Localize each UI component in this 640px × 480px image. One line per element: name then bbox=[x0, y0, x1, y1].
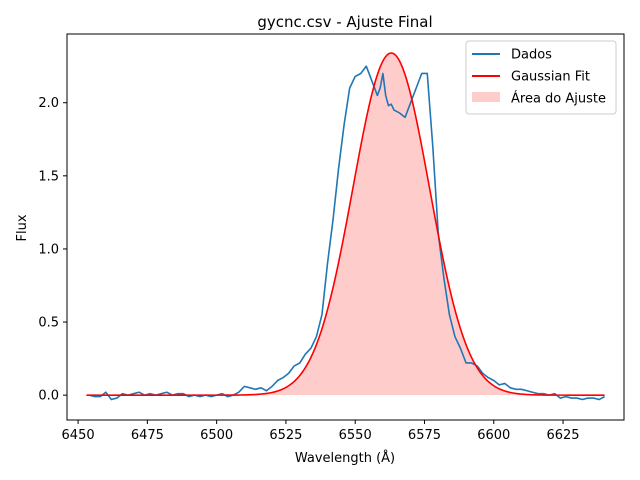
series-line-dados bbox=[88, 65, 605, 401]
x-tick-label: 6625 bbox=[546, 428, 579, 443]
series-line-gaussian-fit bbox=[86, 52, 605, 396]
x-tick-label: 6525 bbox=[269, 428, 302, 443]
y-tick-label: 1.0 bbox=[38, 242, 59, 257]
x-tick-label: 6450 bbox=[62, 428, 95, 443]
x-tick-label: 6500 bbox=[200, 428, 233, 443]
plot-frame bbox=[66, 33, 625, 421]
x-tick-label: 6600 bbox=[477, 428, 510, 443]
fit-area bbox=[86, 53, 605, 396]
x-axis-label: Wavelength (Å) bbox=[295, 450, 395, 466]
y-tick-label: 1.5 bbox=[38, 169, 59, 184]
x-tick-label: 6575 bbox=[408, 428, 441, 443]
y-tick-label: 2.0 bbox=[38, 96, 59, 111]
legend-label-fit-area: Área do Ajuste bbox=[511, 91, 606, 107]
legend-label-gaussian-fit: Gaussian Fit bbox=[511, 70, 590, 85]
y-tick-label: 0.5 bbox=[38, 316, 59, 331]
fit-area-layer bbox=[86, 53, 605, 396]
x-tick-label: 6550 bbox=[339, 428, 372, 443]
legend: Dados Gaussian Fit Área do Ajuste bbox=[465, 40, 617, 115]
legend-label-dados: Dados bbox=[511, 48, 552, 63]
chart-title: gycnc.csv - Ajuste Final bbox=[257, 13, 432, 31]
y-tick-label: 0.0 bbox=[38, 389, 59, 404]
x-axis: 6450 6475 6500 6525 6550 6575 6600 6625 bbox=[62, 420, 580, 443]
y-axis-label: Flux bbox=[15, 214, 30, 241]
legend-box bbox=[465, 40, 617, 115]
y-axis: 0.0 0.5 1.0 1.5 2.0 bbox=[38, 96, 67, 404]
series-layer bbox=[86, 52, 605, 401]
x-tick-label: 6475 bbox=[131, 428, 164, 443]
legend-swatch-fit-area bbox=[472, 92, 500, 102]
